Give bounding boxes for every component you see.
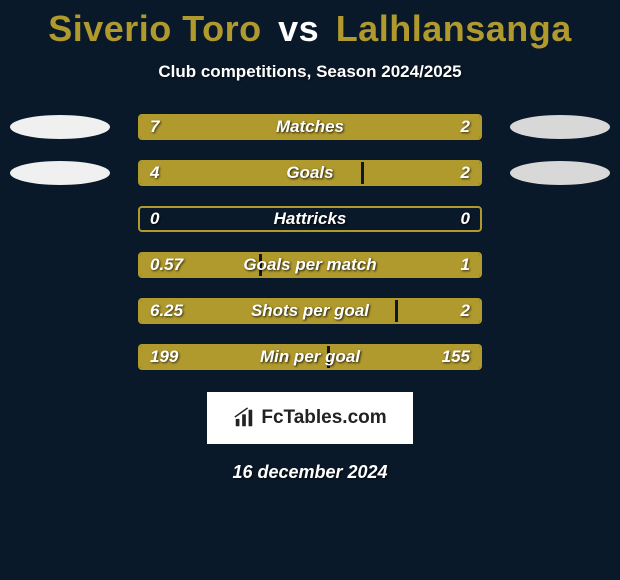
value-left: 0.57 bbox=[140, 254, 193, 276]
logo-text: FcTables.com bbox=[261, 407, 386, 429]
stat-row: 6.252Shots per goal bbox=[0, 298, 620, 324]
bar-track: 0.571Goals per match bbox=[138, 252, 482, 278]
player2-name: Lalhlansanga bbox=[336, 8, 572, 49]
vs-label: vs bbox=[278, 8, 319, 49]
bar-track: 42Goals bbox=[138, 160, 482, 186]
stat-row: 0.571Goals per match bbox=[0, 252, 620, 278]
logo-box[interactable]: FcTables.com bbox=[207, 392, 413, 444]
value-right: 0 bbox=[451, 208, 480, 230]
chart-icon bbox=[233, 407, 255, 429]
date-label: 16 december 2024 bbox=[0, 462, 620, 483]
team-badge-left bbox=[10, 115, 110, 139]
stat-row: 42Goals bbox=[0, 160, 620, 186]
stat-row: 0 0Hattricks bbox=[0, 206, 620, 232]
player1-name: Siverio Toro bbox=[48, 8, 261, 49]
value-left: 6.25 bbox=[140, 300, 193, 322]
bar-track: 6.252Shots per goal bbox=[138, 298, 482, 324]
value-left: 0 bbox=[140, 208, 169, 230]
value-right: 2 bbox=[451, 300, 480, 322]
title: Siverio Toro vs Lalhlansanga bbox=[0, 8, 620, 50]
value-right: 2 bbox=[451, 116, 480, 138]
comparison-widget: Siverio Toro vs Lalhlansanga Club compet… bbox=[0, 0, 620, 483]
value-right: 155 bbox=[432, 346, 480, 368]
value-right: 1 bbox=[451, 254, 480, 276]
team-badge-left bbox=[10, 161, 110, 185]
stat-row: 199155Min per goal bbox=[0, 344, 620, 370]
stat-row: 72Matches bbox=[0, 114, 620, 140]
bar-track: 199155Min per goal bbox=[138, 344, 482, 370]
stats-rows: 72Matches42Goals00Hattricks0.571Goals pe… bbox=[0, 114, 620, 370]
team-badge-right bbox=[510, 115, 610, 139]
subtitle: Club competitions, Season 2024/2025 bbox=[0, 62, 620, 82]
bar-track: 72Matches bbox=[138, 114, 482, 140]
bar-left bbox=[140, 116, 395, 138]
value-left: 199 bbox=[140, 346, 188, 368]
bar-right bbox=[262, 254, 480, 276]
bar-left bbox=[140, 162, 361, 184]
metric-label: Hattricks bbox=[140, 208, 480, 230]
bar-track: 0 0Hattricks bbox=[138, 206, 482, 232]
value-right: 2 bbox=[451, 162, 480, 184]
value-left: 4 bbox=[140, 162, 169, 184]
team-badge-right bbox=[510, 161, 610, 185]
value-left: 7 bbox=[140, 116, 169, 138]
